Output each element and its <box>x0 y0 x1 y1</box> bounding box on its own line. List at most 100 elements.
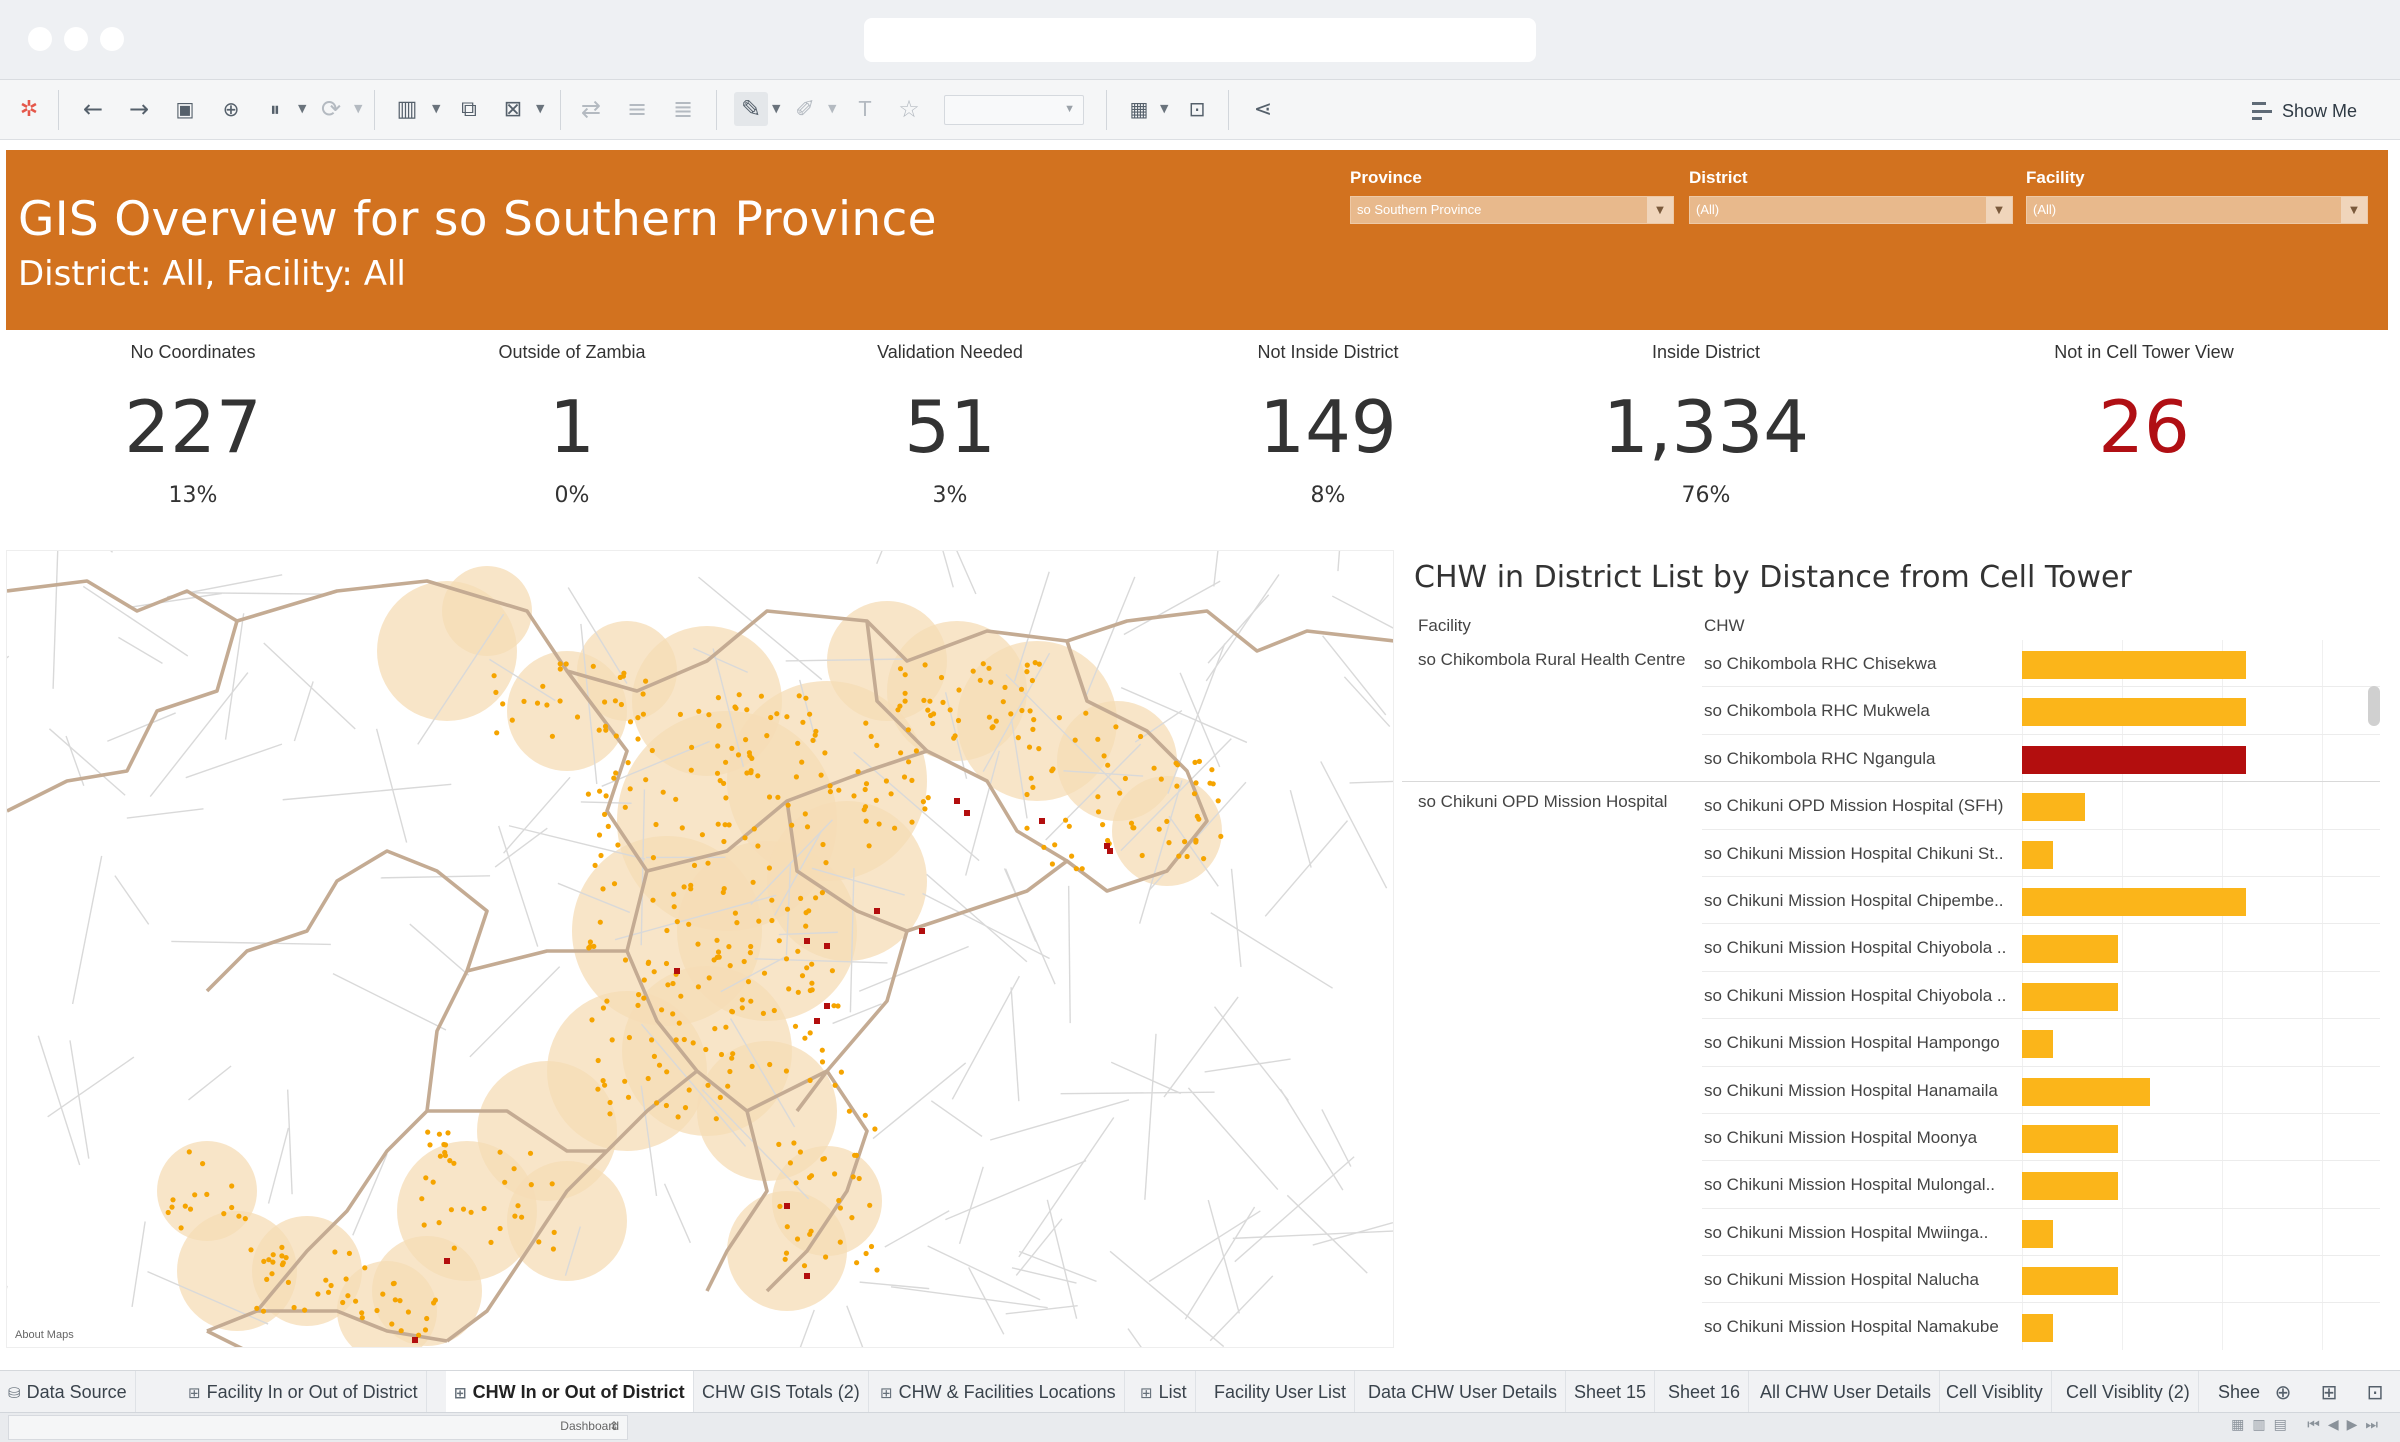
map-attribution[interactable]: About Maps <box>15 1329 74 1341</box>
list-row[interactable]: so Chikombola RHC Mukwela <box>1402 687 2380 736</box>
sheet-type-selector[interactable]: Dashboard ⇕ <box>8 1415 628 1440</box>
province-select[interactable]: so Southern Province ▼ <box>1350 196 1674 224</box>
presentation-icon[interactable]: ⊡ <box>1188 97 1206 121</box>
kpi-validation-needed[interactable]: Validation Needed 51 3% <box>760 336 1140 508</box>
kpi-not-inside-district[interactable]: Not Inside District 149 8% <box>1138 336 1518 508</box>
distance-bar-alert[interactable] <box>2022 745 2246 774</box>
tab-chw-gis-totals-2[interactable]: CHW GIS Totals (2) <box>694 1371 869 1413</box>
pin-icon[interactable]: ☆ <box>898 95 920 123</box>
label-icon[interactable]: T <box>858 97 872 121</box>
new-story-icon[interactable]: ⊡ <box>2366 1380 2384 1404</box>
tab-facility-user-list[interactable]: Facility User List <box>1206 1371 1356 1413</box>
show-me-button[interactable]: Show Me <box>2252 96 2357 126</box>
kpi-no-coordinates[interactable]: No Coordinates 227 13% <box>3 336 383 508</box>
fit-icon[interactable]: ▦ <box>1129 97 1149 121</box>
list-row[interactable]: so Chikuni Mission Hospital Hampongo <box>1402 1019 2380 1067</box>
tableau-logo-icon[interactable]: ✲ <box>19 96 39 122</box>
chevron-down-icon[interactable]: ▼ <box>1647 197 1673 223</box>
facility-select[interactable]: (All) ▼ <box>2026 196 2368 224</box>
clear-caret-icon[interactable]: ▼ <box>536 102 545 115</box>
list-row[interactable]: so Chikuni OPD Mission Hospital so Chikun… <box>1402 782 2380 830</box>
chevron-down-icon[interactable]: ▼ <box>1986 197 2012 223</box>
list-row[interactable]: so Chikuni Mission Hospital Mulongal.. <box>1402 1161 2380 1210</box>
tab-chw-in-or-out-of-district[interactable]: ⊞ CHW In or Out of District <box>446 1371 694 1413</box>
tab-data-source[interactable]: ⛁ Data Source <box>0 1371 136 1413</box>
fit-caret-icon[interactable]: ▼ <box>1160 102 1169 115</box>
list-row[interactable]: so Chikuni Mission Hospital Namakube <box>1402 1303 2380 1350</box>
distance-bar[interactable] <box>2022 698 2246 727</box>
tab-list[interactable]: ⊞ List <box>1132 1371 1196 1413</box>
sheet-navigation-icons[interactable]: ▦▥▤ ⏮◀▶⏭ <box>2231 1417 2386 1433</box>
address-bar[interactable] <box>864 18 1536 62</box>
tab-sheet-15[interactable]: Sheet 15 <box>1566 1371 1656 1413</box>
district-select[interactable]: (All) ▼ <box>1689 196 2013 224</box>
tab-data-chw-user-details[interactable]: Data CHW User Details <box>1360 1371 1567 1413</box>
group-caret-icon[interactable]: ▼ <box>828 102 837 115</box>
new-data-source-icon[interactable]: ⊕ <box>222 97 240 121</box>
highlight-caret-icon[interactable]: ▼ <box>772 102 781 115</box>
duplicate-icon[interactable]: ⧉ <box>461 96 477 122</box>
distance-bar[interactable] <box>2022 793 2085 822</box>
kpi-outside-of-zambia[interactable]: Outside of Zambia 1 0% <box>382 336 762 508</box>
list-row[interactable]: so Chikuni Mission Hospital Chiyobola .. <box>1402 972 2380 1020</box>
pause-updates-icon[interactable]: ⏸ <box>270 97 280 121</box>
list-row[interactable]: so Chikuni Mission Hospital Mwiinga.. <box>1402 1209 2380 1257</box>
distance-bar[interactable] <box>2022 1172 2118 1201</box>
highlight-icon[interactable]: ✎ <box>734 92 768 126</box>
tab-cell-visiblity-2[interactable]: Cell Visiblity (2) <box>2058 1371 2199 1413</box>
facility-column-header[interactable]: Facility <box>1418 616 1471 635</box>
new-worksheet-caret-icon[interactable]: ▼ <box>432 102 441 115</box>
fit-dropdown[interactable]: ▼ <box>944 95 1084 125</box>
gis-map[interactable]: About Maps <box>6 550 1394 1348</box>
chw-column-header[interactable]: CHW <box>1704 616 1745 635</box>
distance-bar[interactable] <box>2022 840 2053 869</box>
window-minimize-button[interactable] <box>64 27 88 51</box>
pause-caret-icon[interactable]: ▼ <box>298 102 307 115</box>
distance-bar[interactable] <box>2022 1267 2118 1296</box>
tab-sheet-truncated[interactable]: Shee <box>2218 1382 2260 1402</box>
distance-bar[interactable] <box>2022 887 2246 916</box>
sort-asc-icon[interactable]: ≡ <box>626 95 648 123</box>
sort-desc-icon[interactable]: ≣ <box>672 95 694 123</box>
window-zoom-button[interactable] <box>100 27 124 51</box>
distance-bar[interactable] <box>2022 1124 2118 1153</box>
refresh-caret-icon[interactable]: ▼ <box>354 102 363 115</box>
new-worksheet-icon[interactable]: ▥ <box>396 96 418 122</box>
list-row[interactable]: so Chikuni Mission Hospital Moonya <box>1402 1114 2380 1162</box>
distance-bar[interactable] <box>2022 1314 2053 1343</box>
distance-bar[interactable] <box>2022 1077 2150 1106</box>
new-worksheet-icon[interactable]: ⊕ <box>2274 1380 2292 1404</box>
new-dashboard-icon[interactable]: ⊞ <box>2320 1380 2338 1404</box>
forward-icon[interactable]: → <box>128 95 150 123</box>
refresh-icon[interactable]: ⟳ <box>320 95 342 123</box>
distance-bar[interactable] <box>2022 651 2246 679</box>
clear-icon[interactable]: ⊠ <box>503 96 523 122</box>
tab-sheet-16[interactable]: Sheet 16 <box>1660 1371 1750 1413</box>
tab-all-chw-user-details[interactable]: All CHW User Details <box>1752 1371 1941 1413</box>
map-canvas[interactable] <box>7 551 1394 1348</box>
group-icon[interactable]: ✐ <box>794 95 816 123</box>
distance-bar[interactable] <box>2022 1219 2053 1248</box>
list-scrollbar[interactable] <box>2368 686 2380 726</box>
distance-bar[interactable] <box>2022 935 2118 964</box>
list-row[interactable]: so Chikuni Mission Hospital Nalucha <box>1402 1256 2380 1304</box>
chevron-down-icon[interactable]: ▼ <box>2341 197 2367 223</box>
list-row[interactable]: so Chikuni Mission Hospital Chiyobola .. <box>1402 924 2380 973</box>
kpi-inside-district[interactable]: Inside District 1,334 76% <box>1516 336 1896 508</box>
tab-cell-visiblity[interactable]: Cell Visiblity <box>1938 1371 2052 1413</box>
list-row[interactable]: so Chikombola Rural Health Centre so Chik… <box>1402 640 2380 688</box>
kpi-not-in-cell-tower-view[interactable]: Not in Cell Tower View 26 <box>1954 336 2334 483</box>
distance-bar[interactable] <box>2022 982 2118 1011</box>
window-close-button[interactable] <box>28 27 52 51</box>
distance-bar[interactable] <box>2022 1030 2053 1059</box>
swap-icon[interactable]: ⇄ <box>580 95 602 123</box>
tab-facility-in-or-out-of-district[interactable]: ⊞ Facility In or Out of District <box>180 1371 427 1413</box>
list-row[interactable]: so Chikombola RHC Ngangula <box>1402 735 2380 783</box>
save-icon[interactable]: ▣ <box>175 97 195 121</box>
back-icon[interactable]: ← <box>82 95 104 123</box>
list-row[interactable]: so Chikuni Mission Hospital Chikuni St.. <box>1402 830 2380 878</box>
share-icon[interactable]: ⋖ <box>1253 96 1273 122</box>
list-row[interactable]: so Chikuni Mission Hospital Chipembe.. <box>1402 877 2380 925</box>
list-row[interactable]: so Chikuni Mission Hospital Hanamaila <box>1402 1067 2380 1115</box>
tab-chw-facilities-locations[interactable]: ⊞ CHW & Facilities Locations <box>872 1371 1125 1413</box>
